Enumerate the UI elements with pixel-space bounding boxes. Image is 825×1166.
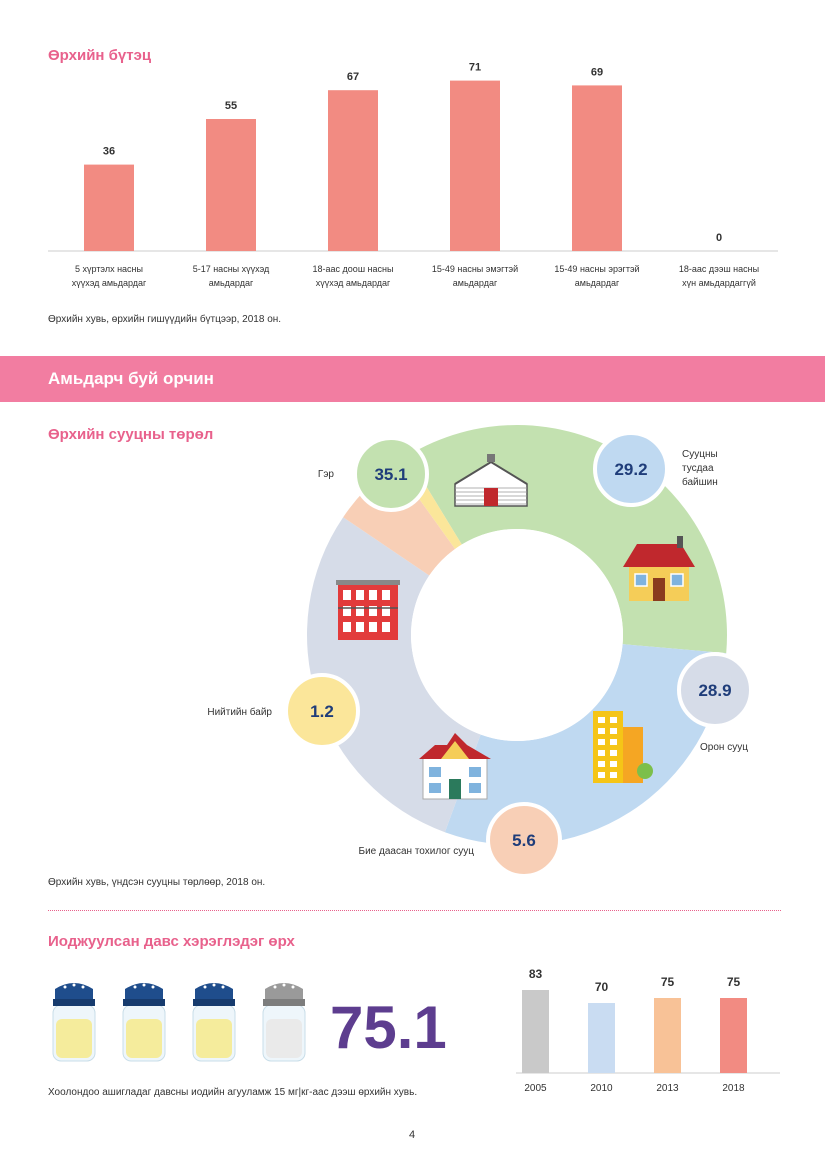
category-label: 5-17 насны хүүхэд bbox=[193, 264, 270, 274]
salt-shaker-icon bbox=[262, 983, 306, 1062]
data-label: 70 bbox=[595, 980, 609, 994]
household-structure-title: Өрхийн бүтэц bbox=[48, 47, 152, 64]
category-label: 15-49 насны эмэгтэй bbox=[432, 264, 518, 274]
category-label: 2013 bbox=[656, 1083, 679, 1094]
salt-shaker-icon bbox=[122, 983, 166, 1062]
bar bbox=[572, 85, 622, 252]
slice-label: Сууцны bbox=[682, 449, 718, 460]
donut-slice bbox=[444, 644, 727, 845]
page-number: 4 bbox=[409, 1129, 416, 1141]
bar bbox=[654, 998, 681, 1073]
bar bbox=[522, 990, 549, 1073]
category-label: 5 хүртэлх насны bbox=[75, 264, 143, 274]
category-label: хүн амьдардаггүй bbox=[682, 278, 756, 288]
house-icon bbox=[623, 536, 695, 601]
data-label: 55 bbox=[225, 100, 237, 112]
category-label: хүүхэд амьдардаг bbox=[72, 278, 147, 288]
private-house-icon bbox=[419, 733, 491, 800]
category-label: 2018 bbox=[722, 1083, 745, 1094]
category-label: амьдардаг bbox=[453, 278, 498, 288]
slice-label: Нийтийн байр bbox=[207, 706, 272, 718]
data-label: 0 bbox=[716, 232, 722, 244]
dormitory-icon bbox=[336, 580, 400, 640]
iodized-salt-bar-chart: 83 2005 70 2010 75 2013 75 2018 bbox=[516, 967, 780, 1094]
slice-label: байшин bbox=[682, 476, 718, 488]
category-label: 18-аас доош насны bbox=[313, 264, 394, 274]
iodized-salt-big-value: 75.1 bbox=[330, 994, 447, 1061]
bar bbox=[720, 998, 747, 1073]
category-label: 18-аас дээш насны bbox=[679, 264, 759, 274]
iodized-salt-title: Иоджуулсан давс хэрэглэдэг өрх bbox=[48, 933, 295, 950]
salt-shakers bbox=[52, 983, 306, 1062]
slice-label: Орон сууц bbox=[700, 742, 748, 753]
slice-label: тусдаа bbox=[682, 463, 714, 474]
data-label: 83 bbox=[529, 967, 543, 981]
bar bbox=[84, 164, 134, 251]
slice-value: 5.6 bbox=[512, 831, 536, 850]
bar bbox=[450, 80, 500, 251]
household-structure-chart: 36 5 хүртэлх насны хүүхэд амьдардаг 55 5-17 … bbox=[48, 62, 778, 288]
dwelling-type-caption: Өрхийн хувь, үндсэн сууцны төрлөөр, 2018… bbox=[48, 877, 266, 888]
section-divider bbox=[48, 910, 781, 911]
data-label: 67 bbox=[347, 71, 359, 83]
bar bbox=[328, 90, 378, 251]
apartment-building-icon bbox=[593, 711, 653, 783]
category-label: 15-49 насны эрэгтэй bbox=[554, 264, 639, 274]
salt-shaker-icon bbox=[52, 983, 96, 1062]
dwelling-type-donut-chart: 35.1 Гэр 29.2 Сууцны тусдаа байшин 28.9 Орон су… bbox=[207, 425, 753, 878]
ger-icon bbox=[454, 454, 528, 507]
slice-value: 35.1 bbox=[374, 465, 407, 484]
donut-hole bbox=[411, 529, 623, 741]
iodized-salt-caption: Хоолондоо ашигладаг давсны иодийн агуула… bbox=[48, 1087, 418, 1098]
salt-shaker-icon bbox=[192, 983, 236, 1062]
value-bubble bbox=[486, 802, 562, 878]
value-bubble bbox=[353, 436, 429, 512]
household-structure-caption: Өрхийн хувь, өрхийн гишүүдийн бүтцээр, 2… bbox=[48, 314, 282, 325]
data-label: 75 bbox=[661, 975, 675, 989]
category-label: амьдардаг bbox=[575, 278, 620, 288]
category-label: 2010 bbox=[590, 1083, 613, 1094]
slice-value: 1.2 bbox=[310, 702, 334, 721]
category-label: 2005 bbox=[524, 1083, 547, 1094]
data-label: 71 bbox=[469, 62, 481, 74]
slice-label: Бие даасан тохилог сууц bbox=[359, 846, 475, 857]
slice-value: 28.9 bbox=[698, 681, 731, 700]
section-banner: Амьдарч буй орчин bbox=[0, 356, 825, 402]
data-label: 75 bbox=[727, 975, 741, 989]
value-bubble bbox=[593, 431, 669, 507]
category-label: хүүхэд амьдардаг bbox=[316, 278, 391, 288]
value-bubble bbox=[677, 652, 753, 728]
bar bbox=[206, 119, 256, 251]
dwelling-type-title: Өрхийн сууцны төрөл bbox=[48, 426, 214, 443]
value-bubble bbox=[284, 673, 360, 749]
data-label: 69 bbox=[591, 66, 603, 78]
banner-title: Амьдарч буй орчин bbox=[48, 369, 214, 388]
slice-label: Гэр bbox=[318, 469, 335, 480]
slice-value: 29.2 bbox=[614, 460, 647, 479]
category-label: амьдардаг bbox=[209, 278, 254, 288]
bar bbox=[588, 1003, 615, 1073]
data-label: 36 bbox=[103, 146, 115, 158]
